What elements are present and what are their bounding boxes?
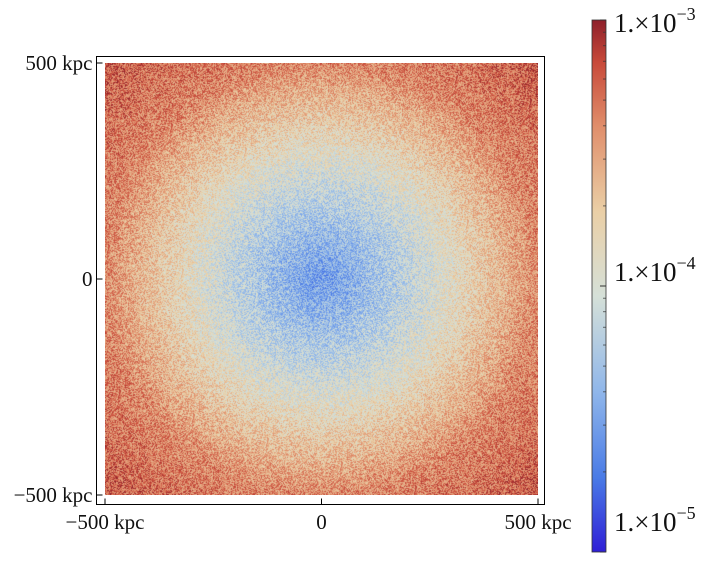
colorbar-tick-exponent: −5 (676, 503, 695, 523)
heatmap-image (105, 63, 538, 495)
y-tick-label: 0 (82, 267, 93, 291)
y-axis: 500 kpc 0 −500 kpc (14, 51, 103, 507)
x-tick-label: −500 kpc (66, 510, 145, 534)
colorbar-tick-mantissa: 1.×10 (614, 257, 676, 287)
y-tick-label: 500 kpc (25, 51, 92, 75)
colorbar: 1.×10−31.×10−41.×10−5 (591, 4, 696, 553)
x-tick-label: 500 kpc (504, 510, 571, 534)
colorbar-tick-exponent: −3 (676, 4, 695, 24)
colorbar-tick-mantissa: 1.×10 (614, 8, 676, 38)
colorbar-tick-label: 1.×10−3 (614, 4, 696, 38)
plot-frame (96, 56, 545, 505)
colorbar-ticks: 1.×10−31.×10−41.×10−5 (600, 4, 696, 553)
colorbar-tick-exponent: −4 (676, 253, 695, 273)
colorbar-gradient (592, 20, 606, 552)
colorbar-tick-mantissa: 1.×10 (614, 507, 676, 537)
heatmap-field (105, 63, 538, 495)
colorbar-tick-label: 1.×10−5 (614, 503, 696, 537)
x-tick-label: 0 (316, 510, 327, 534)
x-axis: −500 kpc 0 500 kpc (66, 498, 572, 534)
y-tick-label: −500 kpc (14, 483, 93, 507)
colorbar-tick-label: 1.×10−4 (614, 253, 696, 287)
